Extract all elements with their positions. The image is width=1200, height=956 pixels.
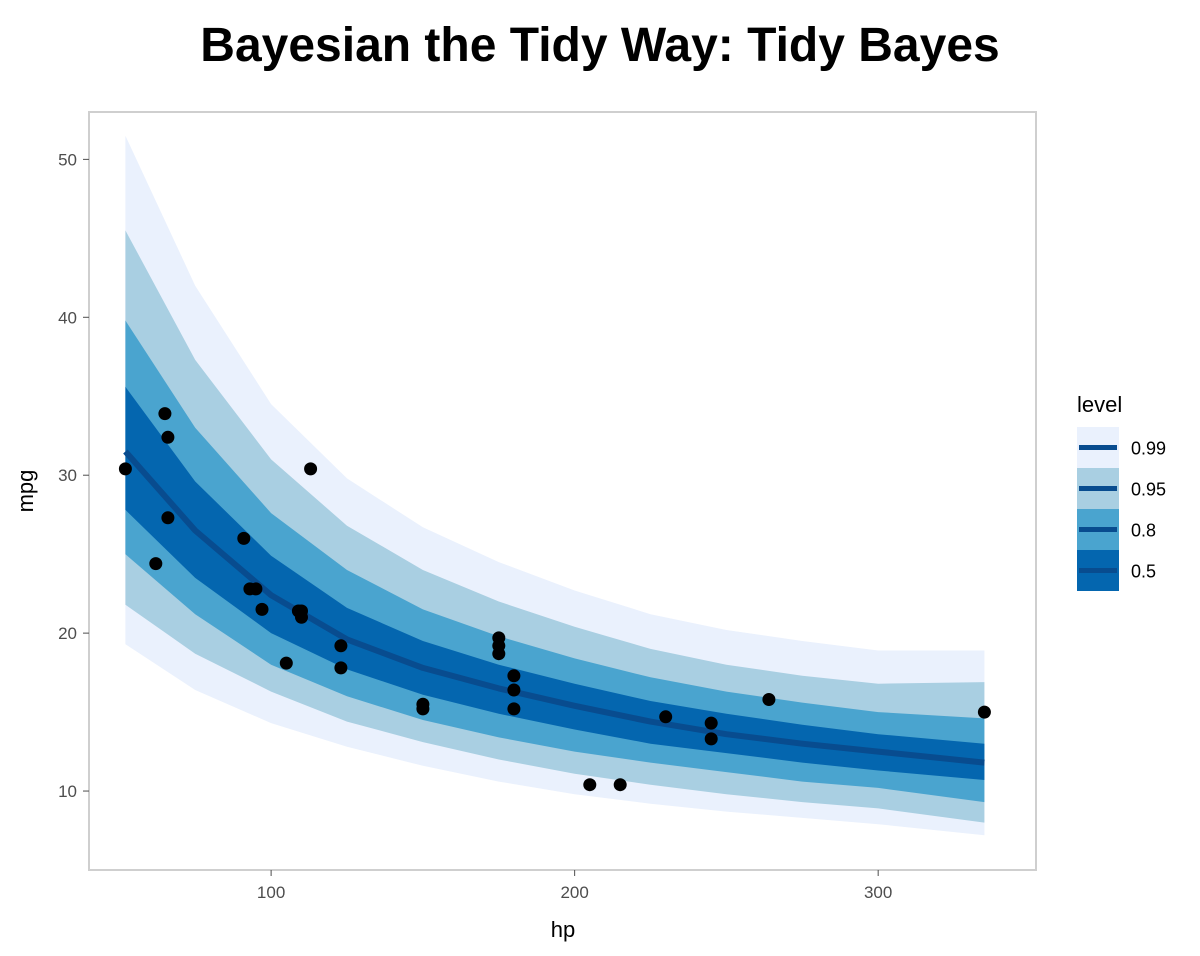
data-point [507,702,521,716]
x-tick-label: 300 [864,883,892,902]
data-point [334,639,348,653]
data-point [161,511,175,525]
data-point [118,462,132,476]
data-point [279,656,293,670]
data-point [149,557,163,571]
interval-band-0-8 [125,320,985,803]
data-point [613,778,627,792]
data-point [158,407,172,421]
data-point [507,669,521,683]
data-point [977,705,991,719]
x-tick-label: 200 [560,883,588,902]
data-point [249,582,263,596]
y-tick-label: 30 [58,466,77,485]
y-tick-label: 40 [58,308,77,327]
data-point [237,531,251,545]
data-point [492,631,506,645]
y-axis: 10 20 30 40 50 [58,150,89,801]
legend-label: 0.5 [1131,562,1156,582]
data-point [704,732,718,746]
legend: level 0.99 0.95 0.8 0.5 [1077,392,1166,591]
panel-border [88,111,1037,871]
x-axis: 100 200 300 [257,870,892,902]
x-tick-label: 100 [257,883,285,902]
data-point [334,661,348,675]
interval-bands [125,135,985,836]
legend-label: 0.8 [1131,521,1156,541]
x-axis-title: hp [551,917,575,942]
data-point [704,716,718,730]
data-point [762,693,776,706]
data-point [304,462,318,476]
data-point [659,710,673,724]
data-point [255,602,269,616]
y-axis-title: mpg [13,470,38,513]
data-point [161,430,175,444]
data-points [118,407,991,792]
data-point [583,778,597,792]
legend-items: 0.99 0.95 0.8 0.5 [1077,427,1166,591]
data-point [416,702,430,716]
data-point [295,604,308,618]
data-point [507,683,521,697]
legend-label: 0.99 [1131,439,1166,459]
chart-title: Bayesian the Tidy Way: Tidy Bayes [200,19,1000,72]
legend-title: level [1077,392,1122,417]
y-tick-label: 50 [58,150,77,169]
y-tick-label: 10 [58,782,77,801]
legend-label: 0.95 [1131,480,1166,500]
y-tick-label: 20 [58,624,77,643]
